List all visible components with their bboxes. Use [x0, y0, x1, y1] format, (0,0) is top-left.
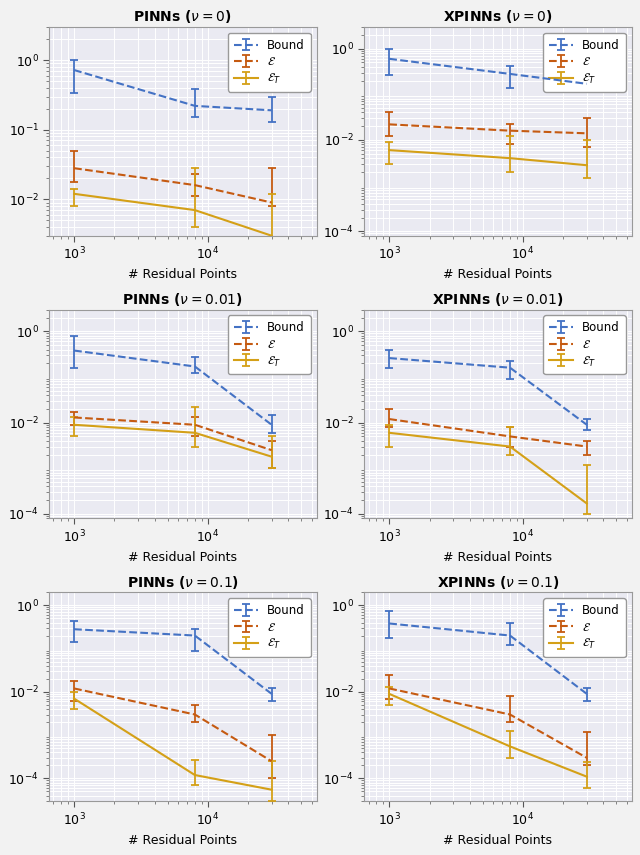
Title: XPINNs ($\nu = 0$): XPINNs ($\nu = 0$) — [444, 9, 553, 26]
Legend: Bound, $\mathcal{E}$, $\mathcal{E}_T$: Bound, $\mathcal{E}$, $\mathcal{E}_T$ — [543, 598, 626, 657]
X-axis label: # Residual Points: # Residual Points — [128, 551, 237, 564]
Title: XPINNs ($\nu = 0.01$): XPINNs ($\nu = 0.01$) — [432, 291, 564, 308]
Legend: Bound, $\mathcal{E}$, $\mathcal{E}_T$: Bound, $\mathcal{E}$, $\mathcal{E}_T$ — [543, 315, 626, 374]
X-axis label: # Residual Points: # Residual Points — [128, 268, 237, 281]
Title: PINNs ($\nu = 0$): PINNs ($\nu = 0$) — [134, 9, 232, 26]
Legend: Bound, $\mathcal{E}$, $\mathcal{E}_T$: Bound, $\mathcal{E}$, $\mathcal{E}_T$ — [228, 32, 310, 91]
Legend: Bound, $\mathcal{E}$, $\mathcal{E}_T$: Bound, $\mathcal{E}$, $\mathcal{E}_T$ — [543, 32, 626, 91]
X-axis label: # Residual Points: # Residual Points — [444, 834, 552, 846]
Legend: Bound, $\mathcal{E}$, $\mathcal{E}_T$: Bound, $\mathcal{E}$, $\mathcal{E}_T$ — [228, 315, 310, 374]
Legend: Bound, $\mathcal{E}$, $\mathcal{E}_T$: Bound, $\mathcal{E}$, $\mathcal{E}_T$ — [228, 598, 310, 657]
Title: PINNs ($\nu = 0.1$): PINNs ($\nu = 0.1$) — [127, 574, 239, 591]
Title: PINNs ($\nu = 0.01$): PINNs ($\nu = 0.01$) — [122, 291, 243, 308]
X-axis label: # Residual Points: # Residual Points — [444, 551, 552, 564]
X-axis label: # Residual Points: # Residual Points — [128, 834, 237, 846]
X-axis label: # Residual Points: # Residual Points — [444, 268, 552, 281]
Title: XPINNs ($\nu = 0.1$): XPINNs ($\nu = 0.1$) — [436, 574, 559, 591]
